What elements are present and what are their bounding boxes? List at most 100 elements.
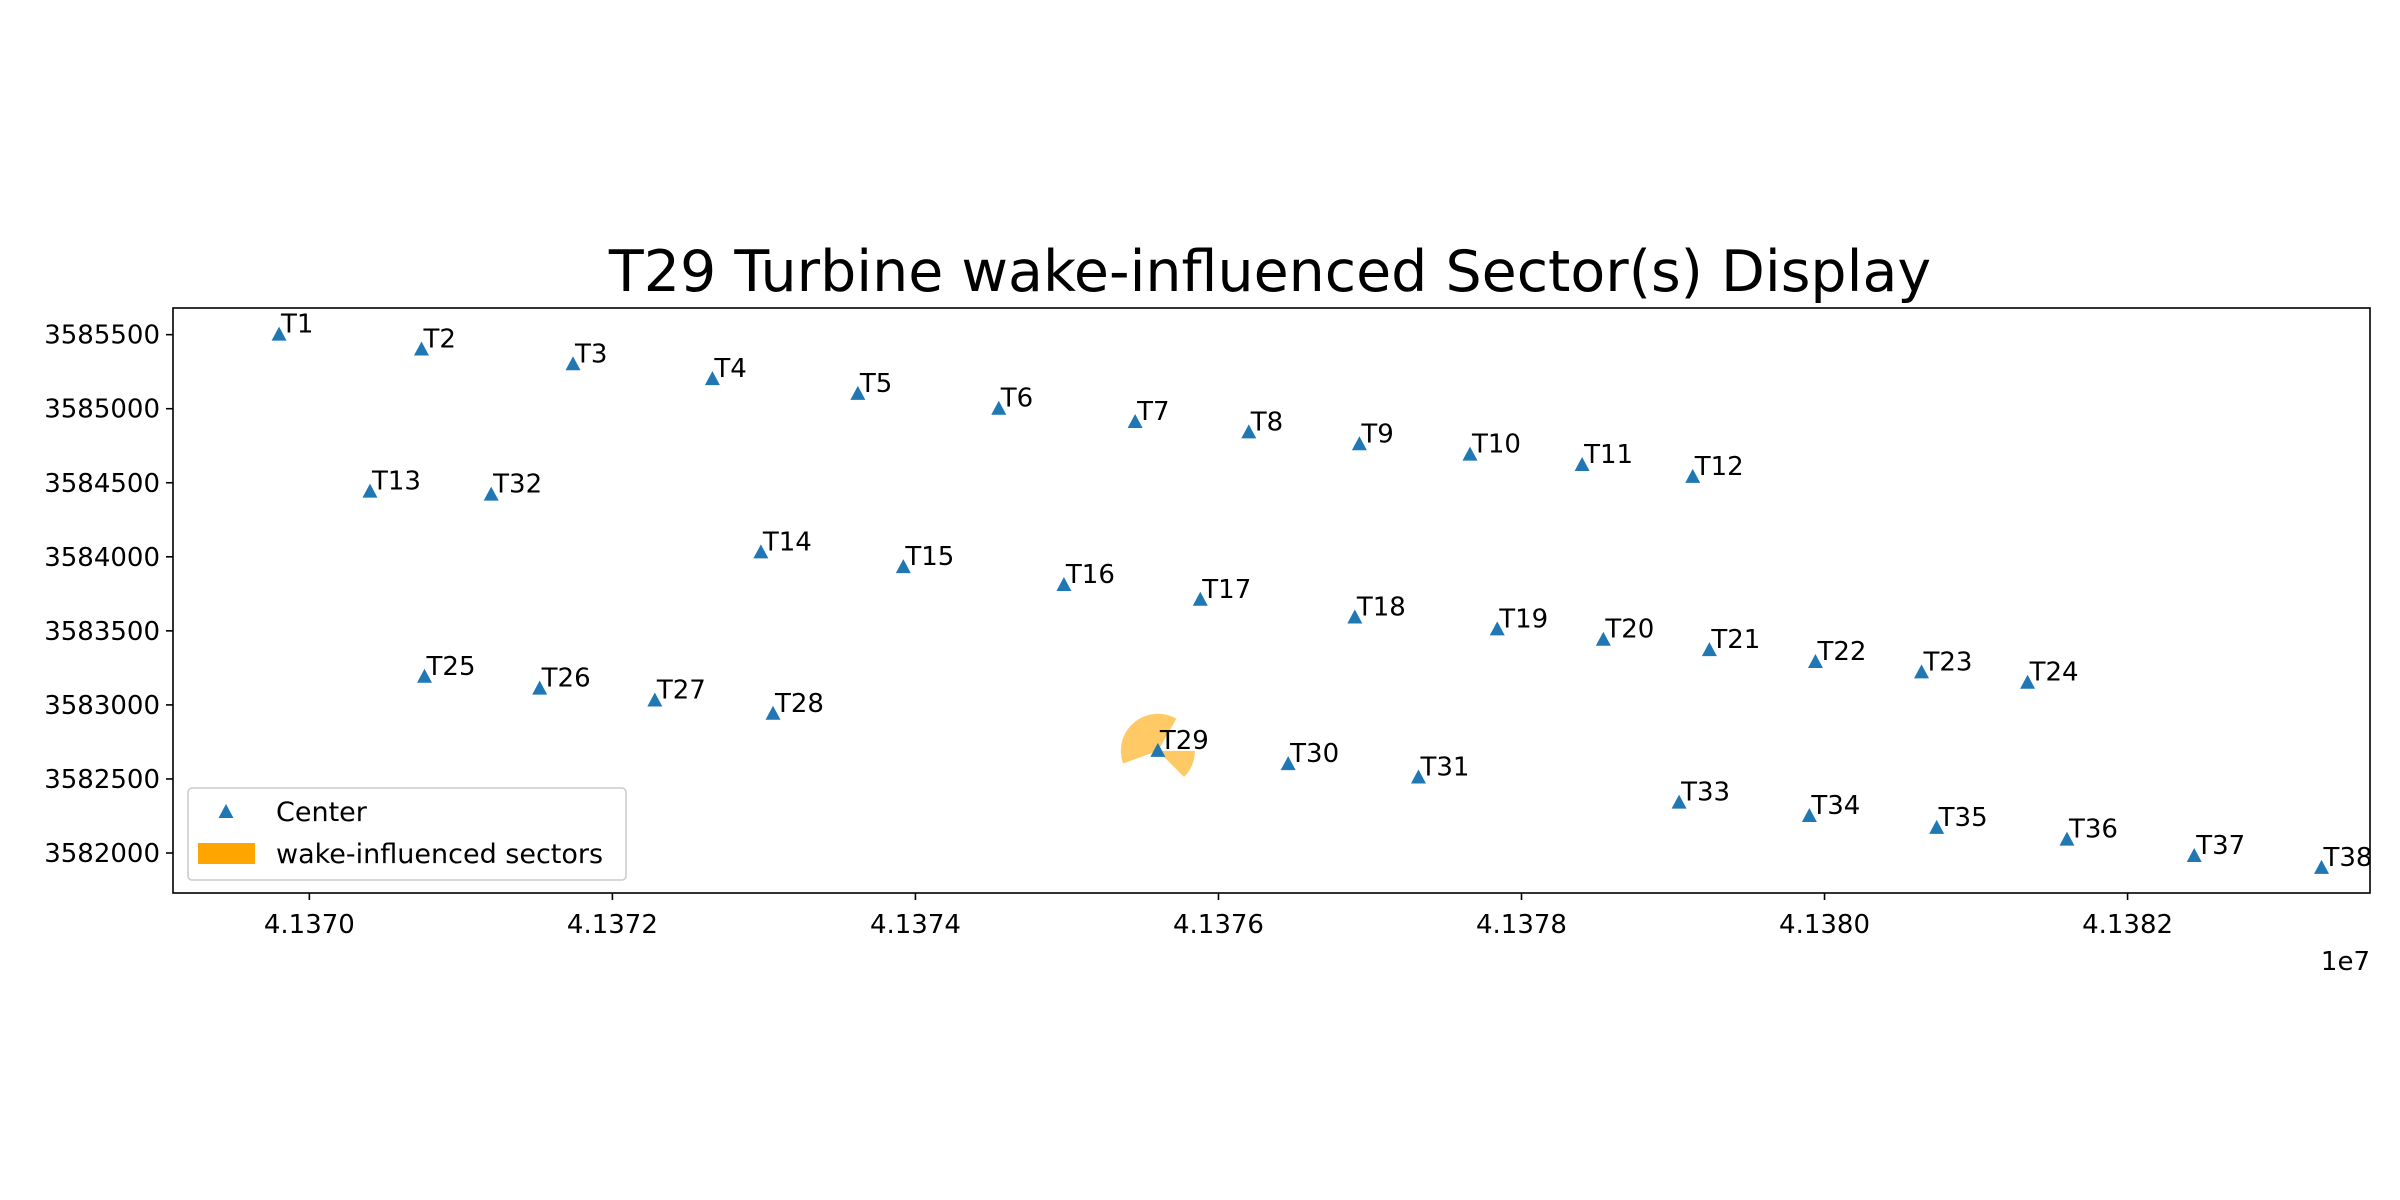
turbine-t19: T19 [1489, 604, 1548, 636]
turbine-t30: T30 [1280, 739, 1339, 771]
x-tick-label: 4.1380 [1779, 910, 1870, 940]
legend-label: wake-influenced sectors [276, 839, 603, 870]
x-tick-label: 4.1372 [567, 910, 658, 940]
turbine-marker [417, 668, 433, 683]
turbine-marker [2020, 674, 2036, 689]
turbine-marker [1347, 609, 1363, 624]
legend-box [187, 787, 627, 881]
turbine-label: T35 [1938, 803, 1988, 833]
turbine-label: T17 [1201, 575, 1251, 605]
turbine-marker [2314, 859, 2330, 874]
turbine-marker [362, 483, 378, 498]
sectors-layer [1120, 713, 1195, 778]
turbine-label: T8 [1250, 407, 1283, 437]
turbine-label: T14 [762, 527, 812, 557]
turbine-marker [991, 400, 1007, 415]
turbine-marker [483, 486, 499, 501]
turbine-t18: T18 [1347, 593, 1406, 624]
turbine-marker [753, 544, 769, 559]
turbine-label: T15 [904, 542, 954, 572]
turbine-label: T20 [1604, 615, 1654, 645]
turbine-t10: T10 [1462, 430, 1521, 461]
turbine-t17: T17 [1192, 575, 1251, 606]
turbine-t25: T25 [417, 652, 475, 683]
turbine-t1: T1 [271, 310, 313, 341]
turbine-t11: T11 [1574, 440, 1633, 471]
turbine-label: T5 [859, 369, 892, 399]
turbine-marker [1701, 642, 1717, 657]
turbine-t27: T27 [647, 675, 706, 707]
turbine-marker [1280, 756, 1296, 771]
turbine-t31: T31 [1410, 752, 1469, 784]
y-tick-label: 3584000 [44, 543, 160, 573]
legend-entry: Center [218, 797, 368, 828]
turbine-label: T26 [541, 664, 591, 694]
turbine-label: T32 [492, 470, 542, 500]
turbine-t20: T20 [1595, 615, 1654, 646]
turbine-label: T10 [1471, 430, 1521, 460]
turbine-label: T9 [1360, 419, 1393, 449]
points-layer: T1 T2 T3 T4 T5 T6 T7 T8 T9 T10 T11 T12 T13 T32 T14 T15 T… [271, 310, 2372, 874]
turbine-label: T29 [1159, 726, 1209, 756]
turbine-t26: T26 [532, 664, 591, 695]
turbine-t4: T4 [704, 354, 747, 386]
turbine-label: T16 [1065, 560, 1115, 590]
x-tick-label: 4.1370 [264, 910, 355, 940]
turbine-t33: T33 [1671, 778, 1730, 809]
turbine-label: T13 [371, 467, 421, 497]
y-tick-label: 3582500 [44, 765, 160, 795]
turbine-t35: T35 [1929, 803, 1988, 834]
turbine-t36: T36 [2059, 815, 2118, 846]
turbine-marker [895, 559, 911, 574]
turbine-t8: T8 [1241, 407, 1283, 439]
turbine-t21: T21 [1701, 625, 1760, 657]
turbine-marker [1929, 819, 1945, 834]
y-tick-label: 3585500 [44, 321, 160, 351]
turbine-label: T22 [1816, 637, 1866, 667]
turbine-marker [1351, 436, 1367, 451]
turbine-label: T31 [1419, 752, 1469, 782]
chart-title: T29 Turbine wake-influenced Sector(s) Di… [608, 239, 1931, 305]
turbine-t37: T37 [2186, 831, 2245, 862]
x-tick-label: 4.1378 [1476, 910, 1567, 940]
turbine-label: T30 [1289, 739, 1339, 769]
turbine-label: T28 [774, 689, 824, 719]
turbine-marker [1127, 414, 1143, 429]
legend-marker-patch [198, 843, 255, 864]
turbine-t16: T16 [1056, 560, 1115, 591]
turbine-marker [765, 705, 781, 720]
turbine-t3: T3 [565, 339, 607, 371]
turbine-label: T36 [2068, 815, 2118, 845]
legend-entry: wake-influenced sectors [198, 839, 603, 870]
x-tick-label: 4.1376 [1173, 910, 1264, 940]
turbine-marker [1595, 631, 1611, 646]
turbine-t14: T14 [753, 527, 812, 559]
turbine-label: T7 [1136, 397, 1169, 427]
turbine-t28: T28 [765, 689, 824, 720]
turbine-label: T25 [426, 652, 476, 682]
legend-label: Center [276, 797, 368, 828]
turbine-label: T19 [1498, 604, 1548, 634]
turbine-marker [1192, 591, 1208, 606]
plot-frame [172, 307, 2371, 894]
y-tick-label: 3584500 [44, 469, 160, 499]
turbine-label: T2 [422, 324, 455, 354]
x-offset-label: 1e7 [2321, 947, 2370, 977]
turbine-label: T21 [1710, 625, 1760, 655]
turbine-label: T23 [1923, 647, 1973, 677]
turbine-label: T4 [713, 354, 746, 384]
turbine-marker [1410, 769, 1426, 784]
turbine-label: T24 [2029, 658, 2079, 688]
x-tick-label: 4.1382 [2082, 910, 2173, 940]
turbine-t32: T32 [483, 470, 542, 501]
turbine-t13: T13 [362, 467, 421, 498]
turbine-label: T1 [280, 310, 313, 340]
x-tick-label: 4.1374 [870, 910, 961, 940]
turbine-t29: T29 [1150, 726, 1209, 757]
turbine-marker [1056, 576, 1072, 591]
turbine-t9: T9 [1351, 419, 1394, 451]
turbine-marker [850, 385, 866, 400]
y-tick-label: 3583500 [44, 617, 160, 647]
turbine-label: T37 [2195, 831, 2245, 861]
turbine-t23: T23 [1914, 647, 1973, 679]
